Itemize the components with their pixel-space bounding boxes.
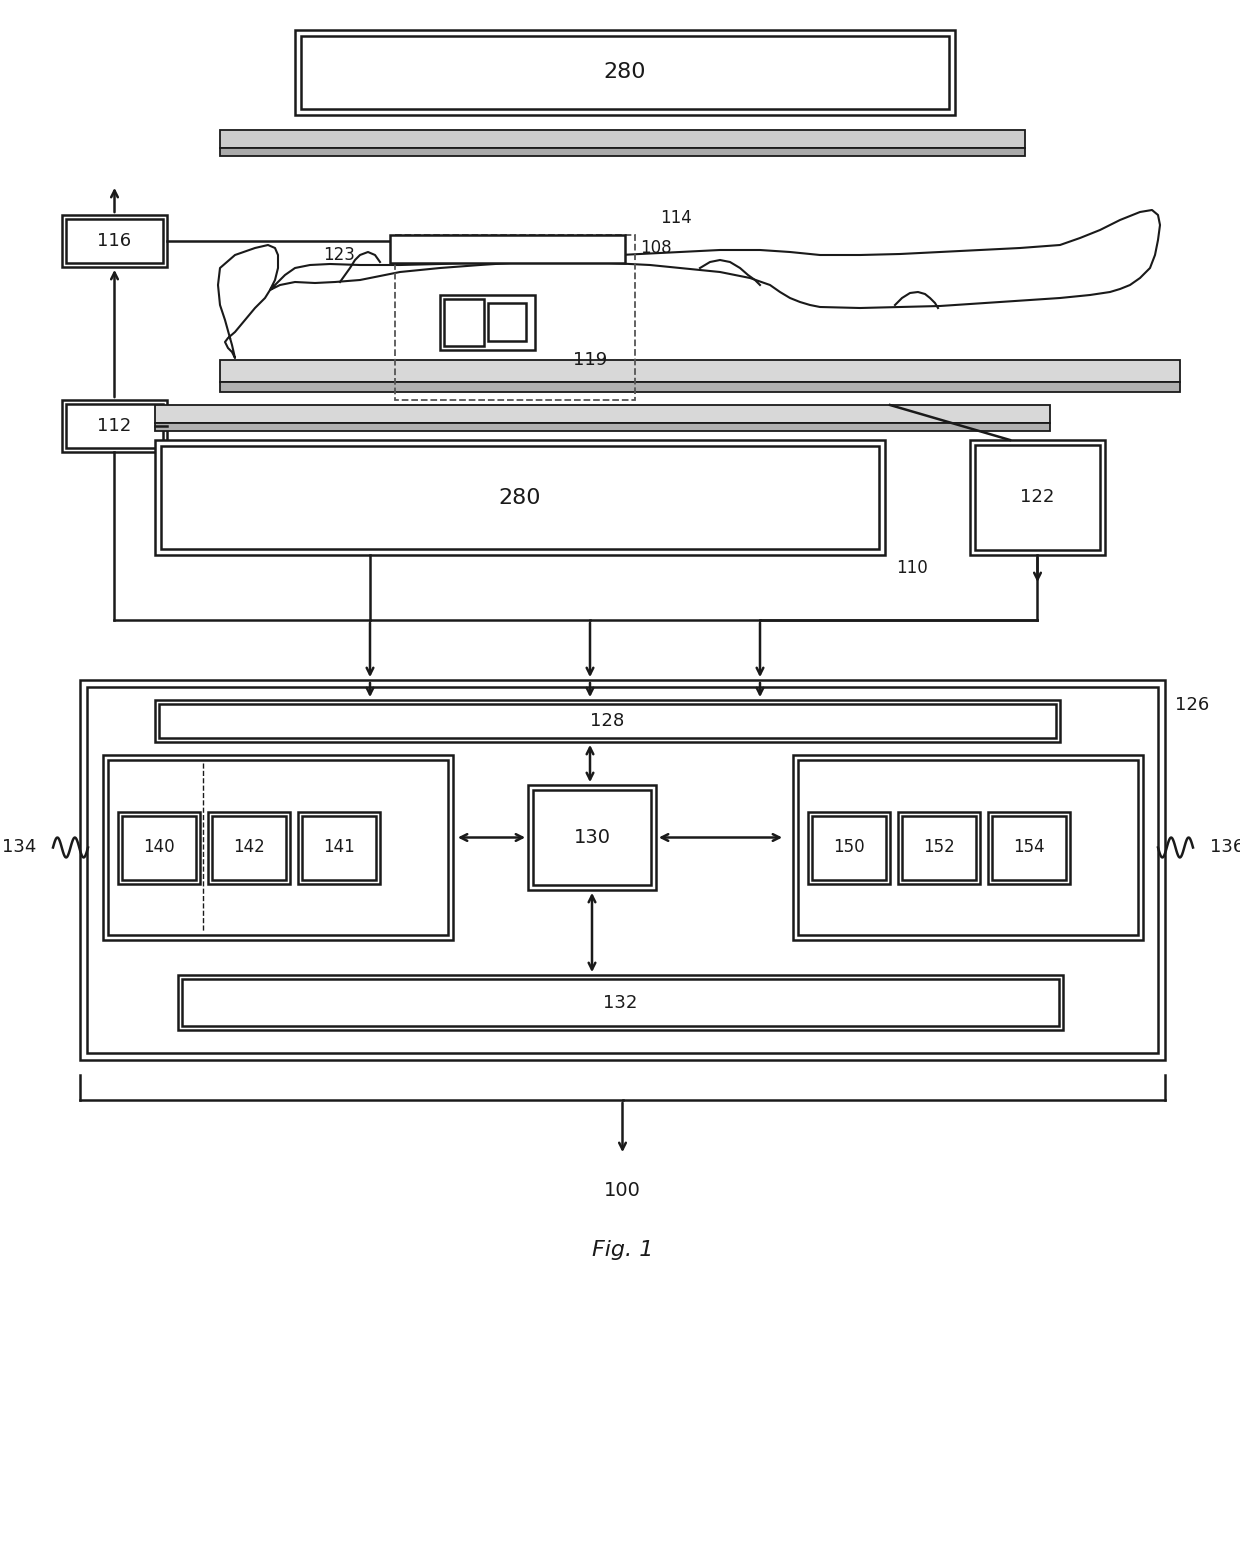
Text: 140: 140	[143, 839, 175, 856]
Text: 142: 142	[233, 839, 265, 856]
Text: 280: 280	[604, 62, 646, 83]
Text: 114: 114	[660, 209, 692, 226]
Bar	[66, 219, 162, 262]
Text: 123: 123	[324, 245, 355, 264]
Bar	[182, 979, 1059, 1026]
Bar	[301, 36, 949, 109]
Bar	[155, 405, 1050, 423]
Bar	[396, 234, 635, 400]
Bar	[208, 812, 290, 884]
Text: 100: 100	[604, 1181, 641, 1200]
Bar	[155, 440, 885, 555]
Bar	[533, 790, 651, 886]
Bar	[108, 761, 448, 936]
Bar	[62, 216, 167, 267]
Bar	[901, 815, 976, 879]
Bar	[155, 700, 1060, 742]
Text: 280: 280	[498, 487, 541, 508]
Bar	[81, 679, 1166, 1061]
Bar	[155, 423, 1050, 431]
Bar	[122, 815, 196, 879]
Bar	[988, 812, 1070, 884]
Bar	[212, 815, 286, 879]
Bar	[303, 815, 376, 879]
Bar	[103, 754, 453, 940]
Bar	[394, 239, 621, 259]
Text: 141: 141	[324, 839, 355, 856]
Text: 119: 119	[573, 351, 608, 369]
Bar	[295, 30, 955, 116]
Text: 136: 136	[1210, 839, 1240, 856]
Text: 150: 150	[833, 839, 864, 856]
Bar	[219, 130, 1025, 148]
Bar	[219, 359, 1180, 383]
Bar	[992, 815, 1066, 879]
Bar	[528, 786, 656, 890]
Text: 126: 126	[1176, 697, 1209, 714]
Bar	[161, 447, 879, 548]
Bar	[812, 815, 887, 879]
Bar	[219, 148, 1025, 156]
Text: 116: 116	[98, 233, 131, 250]
Bar	[489, 303, 526, 341]
Bar	[444, 298, 484, 347]
Text: 128: 128	[590, 712, 625, 729]
Bar	[970, 440, 1105, 555]
Bar	[898, 812, 980, 884]
Text: 122: 122	[1021, 489, 1055, 506]
Bar	[87, 687, 1158, 1053]
Bar	[298, 812, 379, 884]
Text: 152: 152	[923, 839, 955, 856]
Text: 130: 130	[573, 828, 610, 847]
Bar	[799, 761, 1138, 936]
Bar	[179, 975, 1063, 1029]
Text: 108: 108	[640, 239, 672, 258]
Bar	[62, 400, 167, 451]
Text: 112: 112	[98, 417, 131, 434]
Bar	[159, 704, 1056, 737]
Bar	[808, 812, 890, 884]
Text: Fig. 1: Fig. 1	[591, 1240, 653, 1261]
Bar	[440, 295, 534, 350]
Text: 154: 154	[1013, 839, 1045, 856]
Bar	[118, 812, 200, 884]
Bar	[219, 383, 1180, 392]
Bar	[66, 405, 162, 448]
Bar	[794, 754, 1143, 940]
Bar	[391, 234, 625, 262]
Text: 134: 134	[1, 839, 36, 856]
Bar	[975, 445, 1100, 550]
Text: 110: 110	[897, 559, 928, 576]
Text: 132: 132	[604, 993, 637, 1012]
